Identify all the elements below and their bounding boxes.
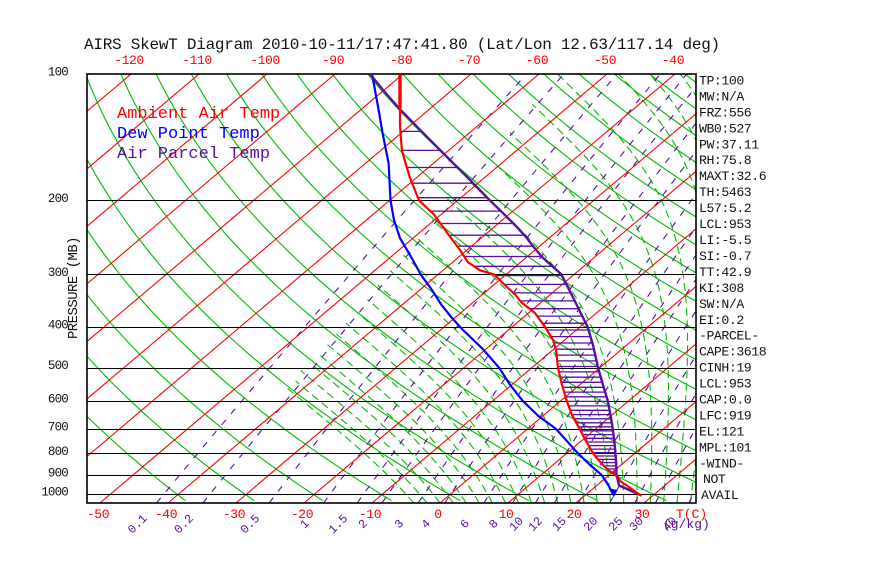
- svg-text:TH:5463: TH:5463: [699, 185, 752, 200]
- svg-text:500: 500: [48, 359, 68, 373]
- svg-text:-60: -60: [526, 53, 548, 68]
- svg-text:AIRS SkewT Diagram 2010-10-11/: AIRS SkewT Diagram 2010-10-11/17:47:41.8…: [84, 36, 720, 54]
- svg-text:-PARCEL-: -PARCEL-: [699, 329, 759, 344]
- svg-text:LFC:919: LFC:919: [699, 408, 751, 423]
- svg-text:MPL:101: MPL:101: [699, 440, 752, 455]
- svg-text:-50: -50: [594, 53, 616, 68]
- svg-text:-80: -80: [390, 53, 412, 68]
- svg-text:FRZ:556: FRZ:556: [699, 105, 752, 120]
- svg-text:MW:N/A: MW:N/A: [699, 90, 744, 105]
- svg-text:CAP:0.0: CAP:0.0: [699, 393, 752, 408]
- svg-text:RH:75.8: RH:75.8: [699, 153, 752, 168]
- svg-text:-40: -40: [155, 507, 177, 522]
- svg-text:-10: -10: [359, 507, 381, 522]
- svg-text:10: 10: [499, 507, 514, 522]
- svg-text:SW:N/A: SW:N/A: [699, 297, 744, 312]
- svg-text:300: 300: [48, 266, 68, 280]
- svg-text:L57:5.2: L57:5.2: [699, 201, 751, 216]
- svg-text:EL:121: EL:121: [699, 424, 744, 439]
- svg-text:CAPE:3618: CAPE:3618: [699, 345, 767, 360]
- svg-text:Ambient Air Temp: Ambient Air Temp: [117, 105, 280, 124]
- svg-text:100: 100: [48, 66, 68, 80]
- svg-text:KI:308: KI:308: [699, 281, 744, 296]
- svg-text:WB0:527: WB0:527: [699, 121, 751, 136]
- svg-text:-50: -50: [87, 507, 109, 522]
- svg-text:-100: -100: [250, 53, 280, 68]
- svg-text:MAXT:32.6: MAXT:32.6: [699, 169, 767, 184]
- svg-text:TP:100: TP:100: [699, 74, 744, 89]
- svg-text:(g/kg): (g/kg): [663, 517, 710, 532]
- svg-text:PRESSURE (MB): PRESSURE (MB): [66, 237, 82, 339]
- svg-text:CINH:19: CINH:19: [699, 361, 751, 376]
- svg-text:LCL:953: LCL:953: [699, 217, 752, 232]
- svg-text:20: 20: [567, 507, 582, 522]
- svg-text:EI:0.2: EI:0.2: [699, 313, 744, 328]
- svg-text:-20: -20: [291, 507, 313, 522]
- svg-text:SI:-0.7: SI:-0.7: [699, 249, 751, 264]
- svg-text:200: 200: [48, 192, 68, 206]
- svg-text:-110: -110: [182, 53, 212, 68]
- svg-text:-WIND-: -WIND-: [699, 456, 744, 471]
- svg-text:1000: 1000: [41, 486, 68, 500]
- svg-text:T(C): T(C): [676, 507, 707, 522]
- svg-text:0: 0: [434, 507, 441, 522]
- svg-text:-120: -120: [114, 53, 144, 68]
- svg-text:PW:37.11: PW:37.11: [699, 137, 759, 152]
- svg-text:800: 800: [48, 445, 68, 459]
- svg-text:-40: -40: [662, 53, 684, 68]
- svg-text:LI:-5.5: LI:-5.5: [699, 233, 752, 248]
- svg-text:30: 30: [635, 507, 650, 522]
- svg-text:600: 600: [48, 393, 68, 407]
- svg-text:TT:42.9: TT:42.9: [699, 265, 751, 280]
- svg-text:LCL:953: LCL:953: [699, 377, 752, 392]
- svg-text:400: 400: [48, 319, 68, 333]
- svg-text:700: 700: [48, 421, 68, 435]
- svg-text:AVAIL: AVAIL: [701, 488, 739, 503]
- svg-text:-90: -90: [322, 53, 344, 68]
- svg-text:Dew Point Temp: Dew Point Temp: [117, 125, 260, 144]
- svg-text:900: 900: [48, 467, 68, 481]
- svg-text:NOT: NOT: [703, 472, 726, 487]
- svg-text:-70: -70: [458, 53, 480, 68]
- svg-text:Air Parcel Temp: Air Parcel Temp: [117, 145, 270, 164]
- svg-text:-30: -30: [223, 507, 245, 522]
